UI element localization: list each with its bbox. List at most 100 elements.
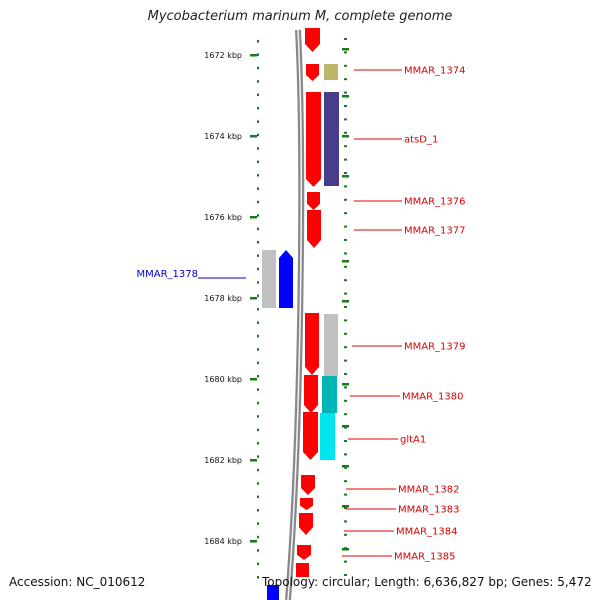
ruler-dot: [257, 200, 259, 204]
ruler-tick-label: 1684 kbp: [204, 537, 242, 546]
cds-arrow: [307, 210, 321, 248]
track-dot: [344, 332, 347, 335]
track-dot: [344, 373, 347, 375]
ruler-dot: [257, 549, 259, 552]
track-dot: [344, 346, 347, 349]
gene-label: MMAR_1385: [394, 552, 456, 563]
gene-label: MMAR_1382: [398, 485, 460, 496]
track-dot: [344, 466, 347, 469]
cds-arrow: [297, 545, 311, 560]
cds-arrow: [299, 513, 313, 535]
track-dot: [344, 493, 347, 496]
track-major-tick: [342, 505, 349, 508]
ruler-dot: [257, 509, 259, 512]
ruler-major-tick: [250, 378, 257, 381]
map-title: Mycobacterium marinum M, complete genome: [147, 9, 453, 24]
cds-arrow: [305, 28, 320, 52]
track-dot: [344, 252, 347, 255]
ruler-dot: [257, 281, 259, 284]
track-major-tick: [342, 300, 349, 303]
cds-arrow: [300, 498, 313, 510]
ruler-dot: [257, 174, 259, 177]
gene-label: MMAR_1377: [404, 226, 466, 237]
track-dot: [344, 51, 347, 54]
ruler-dot: [257, 227, 259, 231]
cds-arrow: [304, 375, 318, 413]
track-dot: [344, 105, 347, 107]
cds-arrow: [307, 192, 320, 210]
gene-label: atsD_1: [404, 135, 438, 146]
track-dot: [344, 426, 347, 429]
feature-block: [324, 314, 338, 376]
gene-label: gltA1: [400, 435, 426, 446]
track-dot: [344, 319, 347, 322]
ruler-dot: [257, 294, 259, 298]
track-dot: [344, 212, 347, 215]
track-dot: [344, 64, 347, 67]
track-dot: [344, 413, 347, 416]
cds-arrow: [301, 475, 315, 495]
cds-arrow: [305, 313, 319, 375]
ruler-dot: [257, 107, 259, 110]
feature-block: [324, 64, 338, 80]
track-dot: [344, 306, 347, 308]
track-major-tick: [342, 95, 349, 98]
track-dot: [344, 185, 347, 188]
gene-label: MMAR_1379: [404, 342, 466, 353]
ruler-dot: [257, 375, 259, 378]
ruler-tick-label: 1676 kbp: [204, 213, 242, 222]
track-dot: [344, 131, 347, 134]
track-dot: [344, 359, 347, 362]
ruler-dot: [257, 428, 259, 432]
ruler-dot: [257, 308, 259, 311]
track-dot: [344, 574, 347, 576]
ruler-dot: [257, 455, 259, 458]
ruler-dot: [257, 160, 259, 164]
ruler-dot: [257, 388, 259, 391]
feature-block: [320, 413, 335, 460]
track-dot: [344, 91, 347, 94]
track-major-tick: [342, 465, 349, 468]
ruler-dot: [257, 442, 259, 445]
track-dot: [344, 158, 347, 161]
ruler-dot: [257, 214, 259, 217]
gene-label: MMAR_1374: [404, 66, 466, 77]
ruler-dot: [257, 93, 259, 97]
track-major-tick: [342, 48, 349, 51]
cds-block: [296, 563, 309, 577]
ruler-tick-label: 1674 kbp: [204, 132, 242, 141]
accession-text: Accession: NC_010612: [9, 575, 146, 589]
ruler-dot: [257, 120, 259, 123]
track-dot: [344, 533, 347, 536]
ruler-dot: [257, 495, 259, 499]
track-dot: [344, 279, 347, 282]
ruler-dot: [257, 361, 259, 365]
ruler-dot: [257, 348, 259, 351]
track-dot: [344, 198, 347, 201]
ruler-dot: [257, 468, 259, 472]
gene-label: MMAR_1378: [137, 269, 199, 280]
ruler-dot: [257, 40, 259, 43]
track-dot: [344, 520, 347, 523]
track-dot: [344, 172, 347, 174]
track-major-tick: [342, 260, 349, 263]
genome-summary-text: Topology: circular; Length: 6,636,827 bp…: [262, 575, 592, 589]
track-major-tick: [342, 135, 349, 138]
ruler-tick-label: 1672 kbp: [204, 51, 242, 60]
track-dot: [344, 145, 347, 148]
track-dot: [344, 78, 347, 81]
cds-arrow: [306, 64, 319, 81]
ruler-dot: [257, 482, 259, 485]
cds-block-highlighted: [267, 585, 279, 600]
backbone-highlight: [287, 29, 302, 600]
track-dot: [344, 386, 347, 389]
feature-block: [262, 250, 276, 308]
gene-label: MMAR_1384: [396, 527, 458, 538]
ruler-major-tick: [250, 540, 257, 543]
track-dot: [344, 560, 347, 563]
track-dot: [344, 239, 347, 241]
gene-label: MMAR_1383: [398, 505, 460, 516]
ruler-dot: [257, 241, 259, 244]
track-dot: [344, 480, 347, 483]
